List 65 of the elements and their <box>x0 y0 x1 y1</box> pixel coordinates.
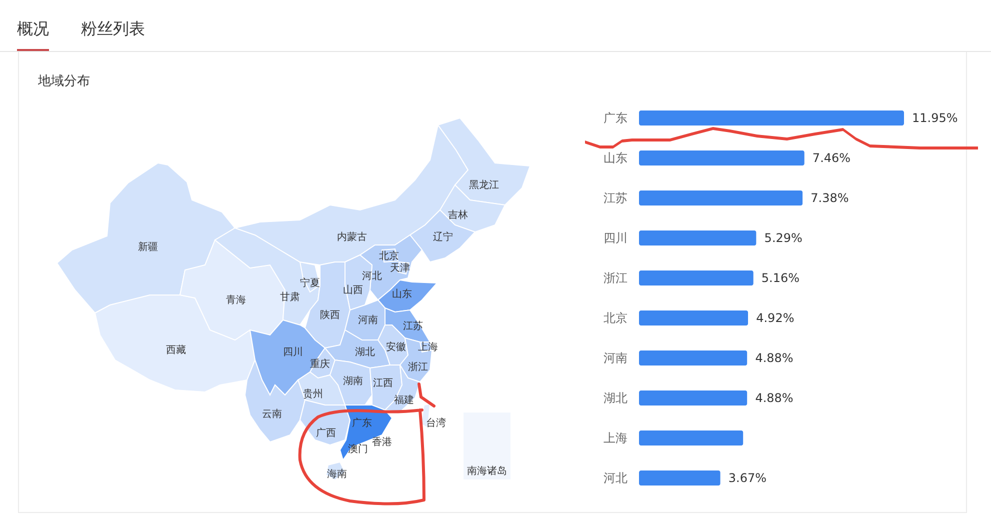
category-label: 新疆 <box>138 241 158 253</box>
category-label: 河北 <box>362 270 382 282</box>
category-label: 贵州 <box>303 388 323 400</box>
category-label: 广西 <box>316 427 336 439</box>
category-label: 香港 <box>372 436 392 448</box>
data-label: 4.88% <box>755 391 794 405</box>
category-label: 黑龙江 <box>469 179 499 191</box>
category-label: 北京 <box>379 250 399 262</box>
bar <box>639 470 720 486</box>
bar <box>639 230 756 246</box>
y-tick-label: 浙江 <box>604 271 628 285</box>
bar <box>639 310 748 326</box>
y-tick-label: 四川 <box>604 231 628 245</box>
y-tick-label: 北京 <box>604 311 628 325</box>
category-label: 浙江 <box>408 361 428 373</box>
category-label: 山西 <box>343 284 363 296</box>
category-label: 南海诸岛 <box>467 465 507 477</box>
data-label: 5.29% <box>764 231 802 245</box>
text: 地域分布 <box>38 73 90 91</box>
y-tick-label: 广东 <box>604 111 628 125</box>
category-label: 台湾 <box>426 417 446 429</box>
category-label: 吉林 <box>448 209 468 221</box>
category-label: 甘肃 <box>280 291 300 303</box>
text: 粉丝列表 <box>81 18 145 40</box>
bar <box>639 110 904 126</box>
y-tick-label: 河南 <box>604 351 628 365</box>
text: 概况 <box>17 18 49 40</box>
y-tick-label: 江苏 <box>604 191 628 205</box>
data-label: 11.95% <box>912 111 958 125</box>
data-label: 5.16% <box>761 271 800 285</box>
y-tick-label: 上海 <box>604 431 628 445</box>
category-label: 重庆 <box>310 358 330 370</box>
bar <box>639 350 748 366</box>
category-label: 山东 <box>392 288 412 300</box>
category-label: 陕西 <box>320 309 340 321</box>
category-label: 四川 <box>283 346 303 358</box>
y-tick-label: 河北 <box>604 471 628 485</box>
category-label: 湖南 <box>343 375 363 387</box>
category-label: 河南 <box>358 314 378 326</box>
category-label: 安徽 <box>386 341 406 353</box>
data-label: 3.67% <box>728 471 767 485</box>
category-label: 辽宁 <box>433 231 453 243</box>
bar <box>639 270 754 286</box>
y-tick-label: 湖北 <box>604 391 628 405</box>
category-label: 云南 <box>262 408 282 420</box>
category-label: 内蒙古 <box>337 231 367 243</box>
category-label: 澳门 <box>348 443 368 455</box>
bar <box>639 190 803 206</box>
category-label: 广东 <box>352 417 372 429</box>
data-label: 7.38% <box>810 191 849 205</box>
category-label: 福建 <box>394 394 414 406</box>
category-label: 上海 <box>418 341 438 353</box>
bar <box>639 430 744 446</box>
category-label: 天津 <box>390 262 410 274</box>
data-label: 4.88% <box>755 351 794 365</box>
bar <box>639 390 748 406</box>
category-label: 海南 <box>327 468 347 480</box>
category-label: 宁夏 <box>300 277 320 289</box>
y-tick-label: 山东 <box>604 151 628 165</box>
category-label: 湖北 <box>355 346 375 358</box>
data-label: 4.92% <box>756 311 794 325</box>
category-label: 西藏 <box>166 344 186 356</box>
data-label: 7.46% <box>812 151 851 165</box>
category-label: 江西 <box>373 377 393 389</box>
category-label: 青海 <box>226 294 246 306</box>
